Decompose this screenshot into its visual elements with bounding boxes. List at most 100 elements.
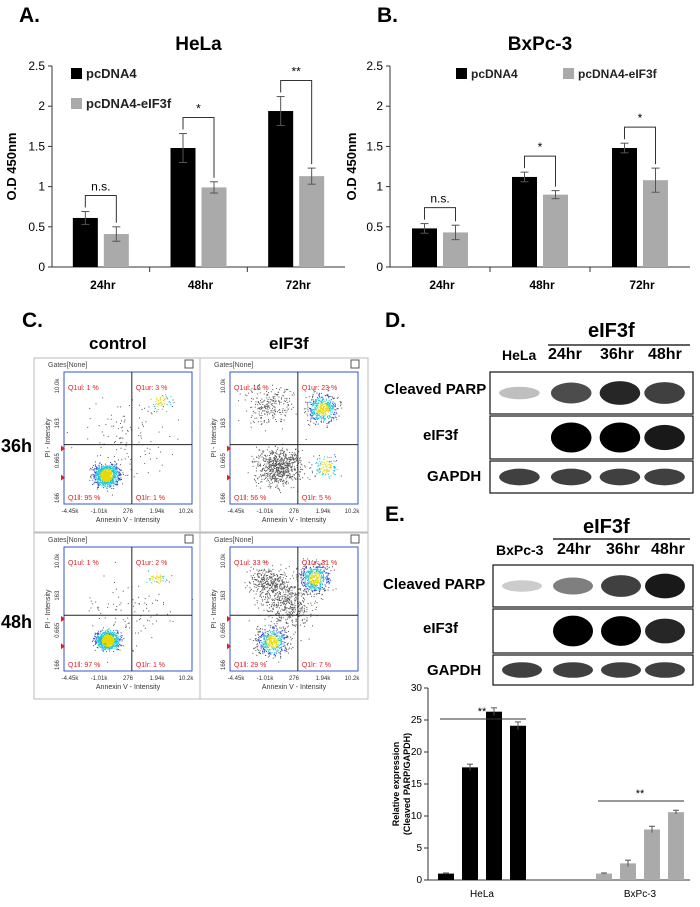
event-dot <box>296 627 298 629</box>
event-dot <box>117 632 119 634</box>
event-dot <box>337 396 339 398</box>
event-dot <box>329 466 331 468</box>
event-dot <box>278 642 280 644</box>
event-dot <box>329 409 331 411</box>
event-dot <box>104 644 106 646</box>
event-dot <box>104 641 106 643</box>
event-dot <box>111 639 113 641</box>
event-dot <box>275 589 277 591</box>
event-dot <box>265 641 267 643</box>
event-dot <box>103 466 105 468</box>
event-dot <box>274 480 276 482</box>
event-dot <box>277 475 279 477</box>
event-dot <box>262 653 264 655</box>
event-dot <box>96 468 98 470</box>
event-dot <box>328 462 330 464</box>
event-dot <box>323 408 325 410</box>
event-dot <box>97 644 99 646</box>
event-dot <box>255 470 257 472</box>
event-dot <box>109 647 111 649</box>
event-dot <box>114 639 116 641</box>
event-dot <box>105 474 107 476</box>
event-dot <box>101 467 103 469</box>
event-dot <box>110 635 112 637</box>
event-dot <box>110 472 112 474</box>
event-dot <box>328 422 330 424</box>
event-dot <box>109 482 111 484</box>
event-dot <box>112 471 114 473</box>
event-dot <box>101 634 103 636</box>
event-dot <box>277 620 279 622</box>
event-dot <box>327 474 329 476</box>
event-dot <box>107 473 109 475</box>
event-dot <box>109 471 111 473</box>
event-dot <box>255 482 257 484</box>
event-dot <box>106 483 108 485</box>
event-dot <box>107 637 109 639</box>
event-dot <box>278 467 280 469</box>
event-dot <box>104 641 106 643</box>
event-dot <box>329 470 331 472</box>
event-dot <box>120 437 122 439</box>
event-dot <box>320 563 322 565</box>
event-dot <box>99 471 101 473</box>
event-dot <box>330 475 332 477</box>
event-dot <box>105 644 107 646</box>
event-dot <box>108 471 110 473</box>
event-dot <box>262 643 264 645</box>
event-dot <box>103 641 105 643</box>
event-dot <box>111 480 113 482</box>
event-dot <box>267 591 269 593</box>
event-dot <box>329 409 331 411</box>
event-dot <box>116 633 118 635</box>
y-axis-label: O.D 450nm <box>4 133 19 201</box>
event-dot <box>109 482 111 484</box>
event-dot <box>99 639 101 641</box>
event-dot <box>279 471 281 473</box>
event-dot <box>109 642 111 644</box>
event-dot <box>101 471 103 473</box>
event-dot <box>320 403 322 405</box>
event-dot <box>115 643 117 645</box>
event-dot <box>323 467 325 469</box>
event-dot <box>104 641 106 643</box>
event-dot <box>158 593 160 595</box>
event-dot <box>310 419 312 421</box>
event-dot <box>115 635 117 637</box>
event-dot <box>266 411 268 413</box>
event-dot <box>278 472 280 474</box>
chart-title: HeLa <box>175 34 222 55</box>
event-dot <box>113 472 115 474</box>
event-dot <box>117 630 119 632</box>
event-dot <box>291 476 293 478</box>
event-dot <box>116 481 118 483</box>
event-dot <box>108 642 110 644</box>
event-dot <box>109 629 111 631</box>
event-dot <box>132 650 134 652</box>
quadrant-lr: Q1lr: 1 % <box>136 662 165 669</box>
event-dot <box>316 567 318 569</box>
event-dot <box>110 631 112 633</box>
event-dot <box>275 456 277 458</box>
event-dot <box>277 601 279 603</box>
event-dot <box>310 578 312 580</box>
event-dot <box>284 481 286 483</box>
event-dot <box>161 426 163 428</box>
event-dot <box>275 637 277 639</box>
event-dot <box>277 618 279 620</box>
event-dot <box>311 578 313 580</box>
event-dot <box>280 452 282 454</box>
event-dot <box>298 615 300 617</box>
event-dot <box>277 599 279 601</box>
event-dot <box>269 485 271 487</box>
event-dot <box>262 401 264 403</box>
event-dot <box>96 468 98 470</box>
event-dot <box>279 627 281 629</box>
event-dot <box>282 602 284 604</box>
event-dot <box>110 468 112 470</box>
event-dot <box>113 640 115 642</box>
event-dot <box>314 409 316 411</box>
event-dot <box>106 478 108 480</box>
event-dot <box>327 394 329 396</box>
event-dot <box>270 461 272 463</box>
